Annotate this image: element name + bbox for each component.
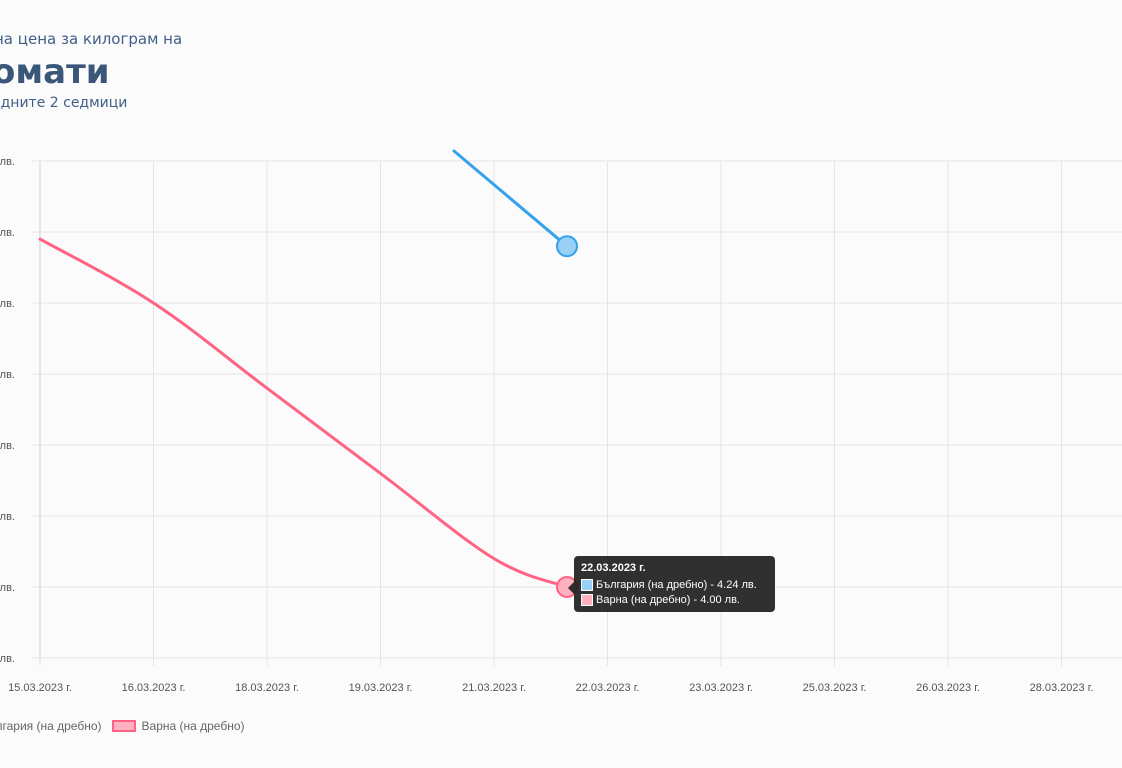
data-point-bulgaria bbox=[556, 235, 578, 258]
chart-tooltip: 22.03.2023 г. България (на дребно) - 4.2… bbox=[568, 556, 775, 612]
y-tick-label: лв. bbox=[0, 227, 15, 239]
chart-series bbox=[38, 149, 578, 598]
legend-swatch-varna bbox=[111, 720, 136, 732]
x-tick-label: 22.03.2023 г. bbox=[576, 682, 640, 694]
x-tick-label: 23.03.2023 г. bbox=[689, 682, 753, 694]
y-tick-label: лв. bbox=[0, 582, 15, 594]
x-tick-label: 21.03.2023 г. bbox=[462, 682, 526, 694]
chart-title: омати bbox=[0, 52, 110, 92]
legend-item-varna[interactable]: Варна (на дребно) bbox=[111, 719, 245, 733]
x-tick-label: 18.03.2023 г. bbox=[235, 682, 299, 694]
tooltip-swatch-bulgaria bbox=[581, 579, 593, 591]
chart-legend: ългария (на дребно) Варна (на дребно) bbox=[0, 716, 245, 736]
y-tick-label: лв. bbox=[0, 156, 15, 168]
tooltip-arrow bbox=[568, 582, 574, 594]
x-tick-label: 19.03.2023 г. bbox=[349, 682, 413, 694]
legend-label-bulgaria: ългария (на дребно) bbox=[0, 719, 102, 733]
y-tick-label: лв. bbox=[0, 511, 15, 523]
tooltip-swatch-varna bbox=[581, 594, 593, 606]
x-tick-label: 16.03.2023 г. bbox=[122, 682, 186, 694]
x-tick-label: 28.03.2023 г. bbox=[1030, 682, 1094, 694]
legend-item-bulgaria[interactable]: ългария (на дребно) bbox=[0, 719, 102, 733]
tooltip-row-varna: Варна (на дребно) - 4.00 лв. bbox=[581, 594, 769, 606]
legend-label-varna: Варна (на дребно) bbox=[141, 719, 245, 733]
x-tick-label: 26.03.2023 г. bbox=[916, 682, 980, 694]
chart-subtitle-top: на цена за килограм на bbox=[0, 30, 183, 48]
chart-header: на цена за килограм на омати едните 2 се… bbox=[0, 0, 400, 120]
x-axis-ticks: 15.03.2023 г. 16.03.2023 г. 18.03.2023 г. 1… bbox=[8, 682, 1093, 694]
y-tick-label: лв. bbox=[0, 440, 15, 452]
x-tick-label: 15.03.2023 г. bbox=[8, 682, 72, 694]
series-line-bulgaria bbox=[452, 149, 569, 248]
tooltip-title: 22.03.2023 г. bbox=[581, 562, 646, 574]
y-tick-label: лв. bbox=[0, 653, 15, 665]
tooltip-text-varna: Варна (на дребно) - 4.00 лв. bbox=[596, 594, 740, 606]
tooltip-text-bulgaria: България (на дребно) - 4.24 лв. bbox=[596, 579, 757, 591]
chart-subtitle-bottom: едните 2 седмици bbox=[0, 95, 128, 111]
y-axis-ticks: лв. лв. лв. лв. лв. лв. лв. лв. bbox=[0, 156, 15, 665]
y-tick-label: лв. bbox=[0, 298, 15, 310]
y-tick-label: лв. bbox=[0, 369, 15, 381]
series-line-varna bbox=[38, 237, 569, 589]
x-tick-label: 25.03.2023 г. bbox=[803, 682, 867, 694]
tooltip-row-bulgaria: България (на дребно) - 4.24 лв. bbox=[581, 579, 769, 591]
